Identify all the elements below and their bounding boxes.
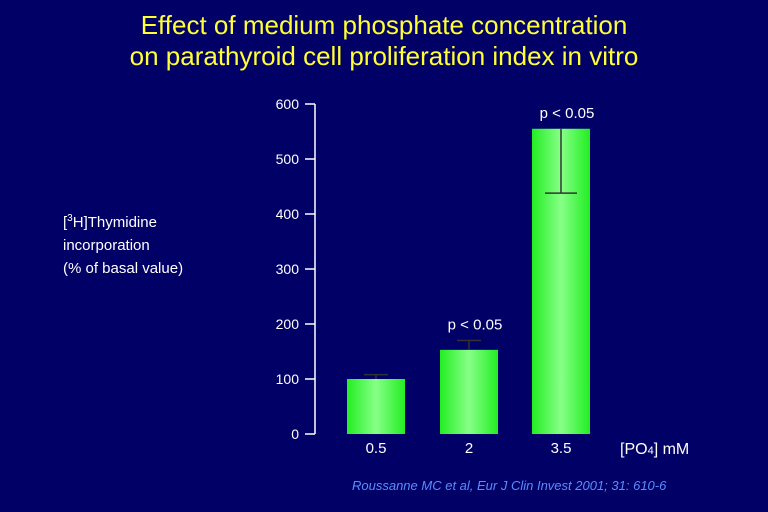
x-tick-label: 0.5 <box>366 440 387 457</box>
citation: Roussanne MC et al, Eur J Clin Invest 20… <box>352 478 667 493</box>
y-tick-label: 600 <box>276 96 300 112</box>
y-axis-label-line-3: (% of basal value) <box>63 260 184 277</box>
chart-title-line-1: Effect of medium phosphate concentration <box>140 10 628 40</box>
x-axis-label-unit: ] mM <box>654 441 690 458</box>
x-axis-label: [PO4] mM <box>620 441 689 458</box>
y-tick-label: 500 <box>276 151 300 167</box>
x-tick-label: 3.5 <box>551 440 572 457</box>
significance-label: p < 0.05 <box>448 317 503 334</box>
significance-label: p < 0.05 <box>540 105 595 122</box>
y-axis-label-line-2: incorporation <box>63 237 150 254</box>
y-tick-label: 200 <box>276 316 300 332</box>
y-tick-label: 0 <box>291 426 299 442</box>
y-tick-label: 300 <box>276 261 300 277</box>
y-axis-label-superscript: 3 <box>67 213 73 224</box>
y-tick-label: 400 <box>276 206 300 222</box>
y-axis-label-line-1-text: H]Thymidine <box>72 214 157 231</box>
chart-title: Effect of medium phosphate concentration… <box>0 10 768 72</box>
y-axis-label: [3H]Thymidine incorporation (% of basal … <box>63 207 183 280</box>
y-tick-label: 100 <box>276 371 300 387</box>
bar <box>440 349 498 434</box>
x-axis-label-subscript: 4 <box>648 445 654 457</box>
x-axis-label-main: [PO <box>620 441 648 458</box>
chart-title-line-2: on parathyroid cell proliferation index … <box>129 41 639 71</box>
x-tick-label: 2 <box>465 440 473 457</box>
bar <box>347 379 405 434</box>
y-axis-label-line-1: [3H]Thymidine <box>63 213 157 231</box>
